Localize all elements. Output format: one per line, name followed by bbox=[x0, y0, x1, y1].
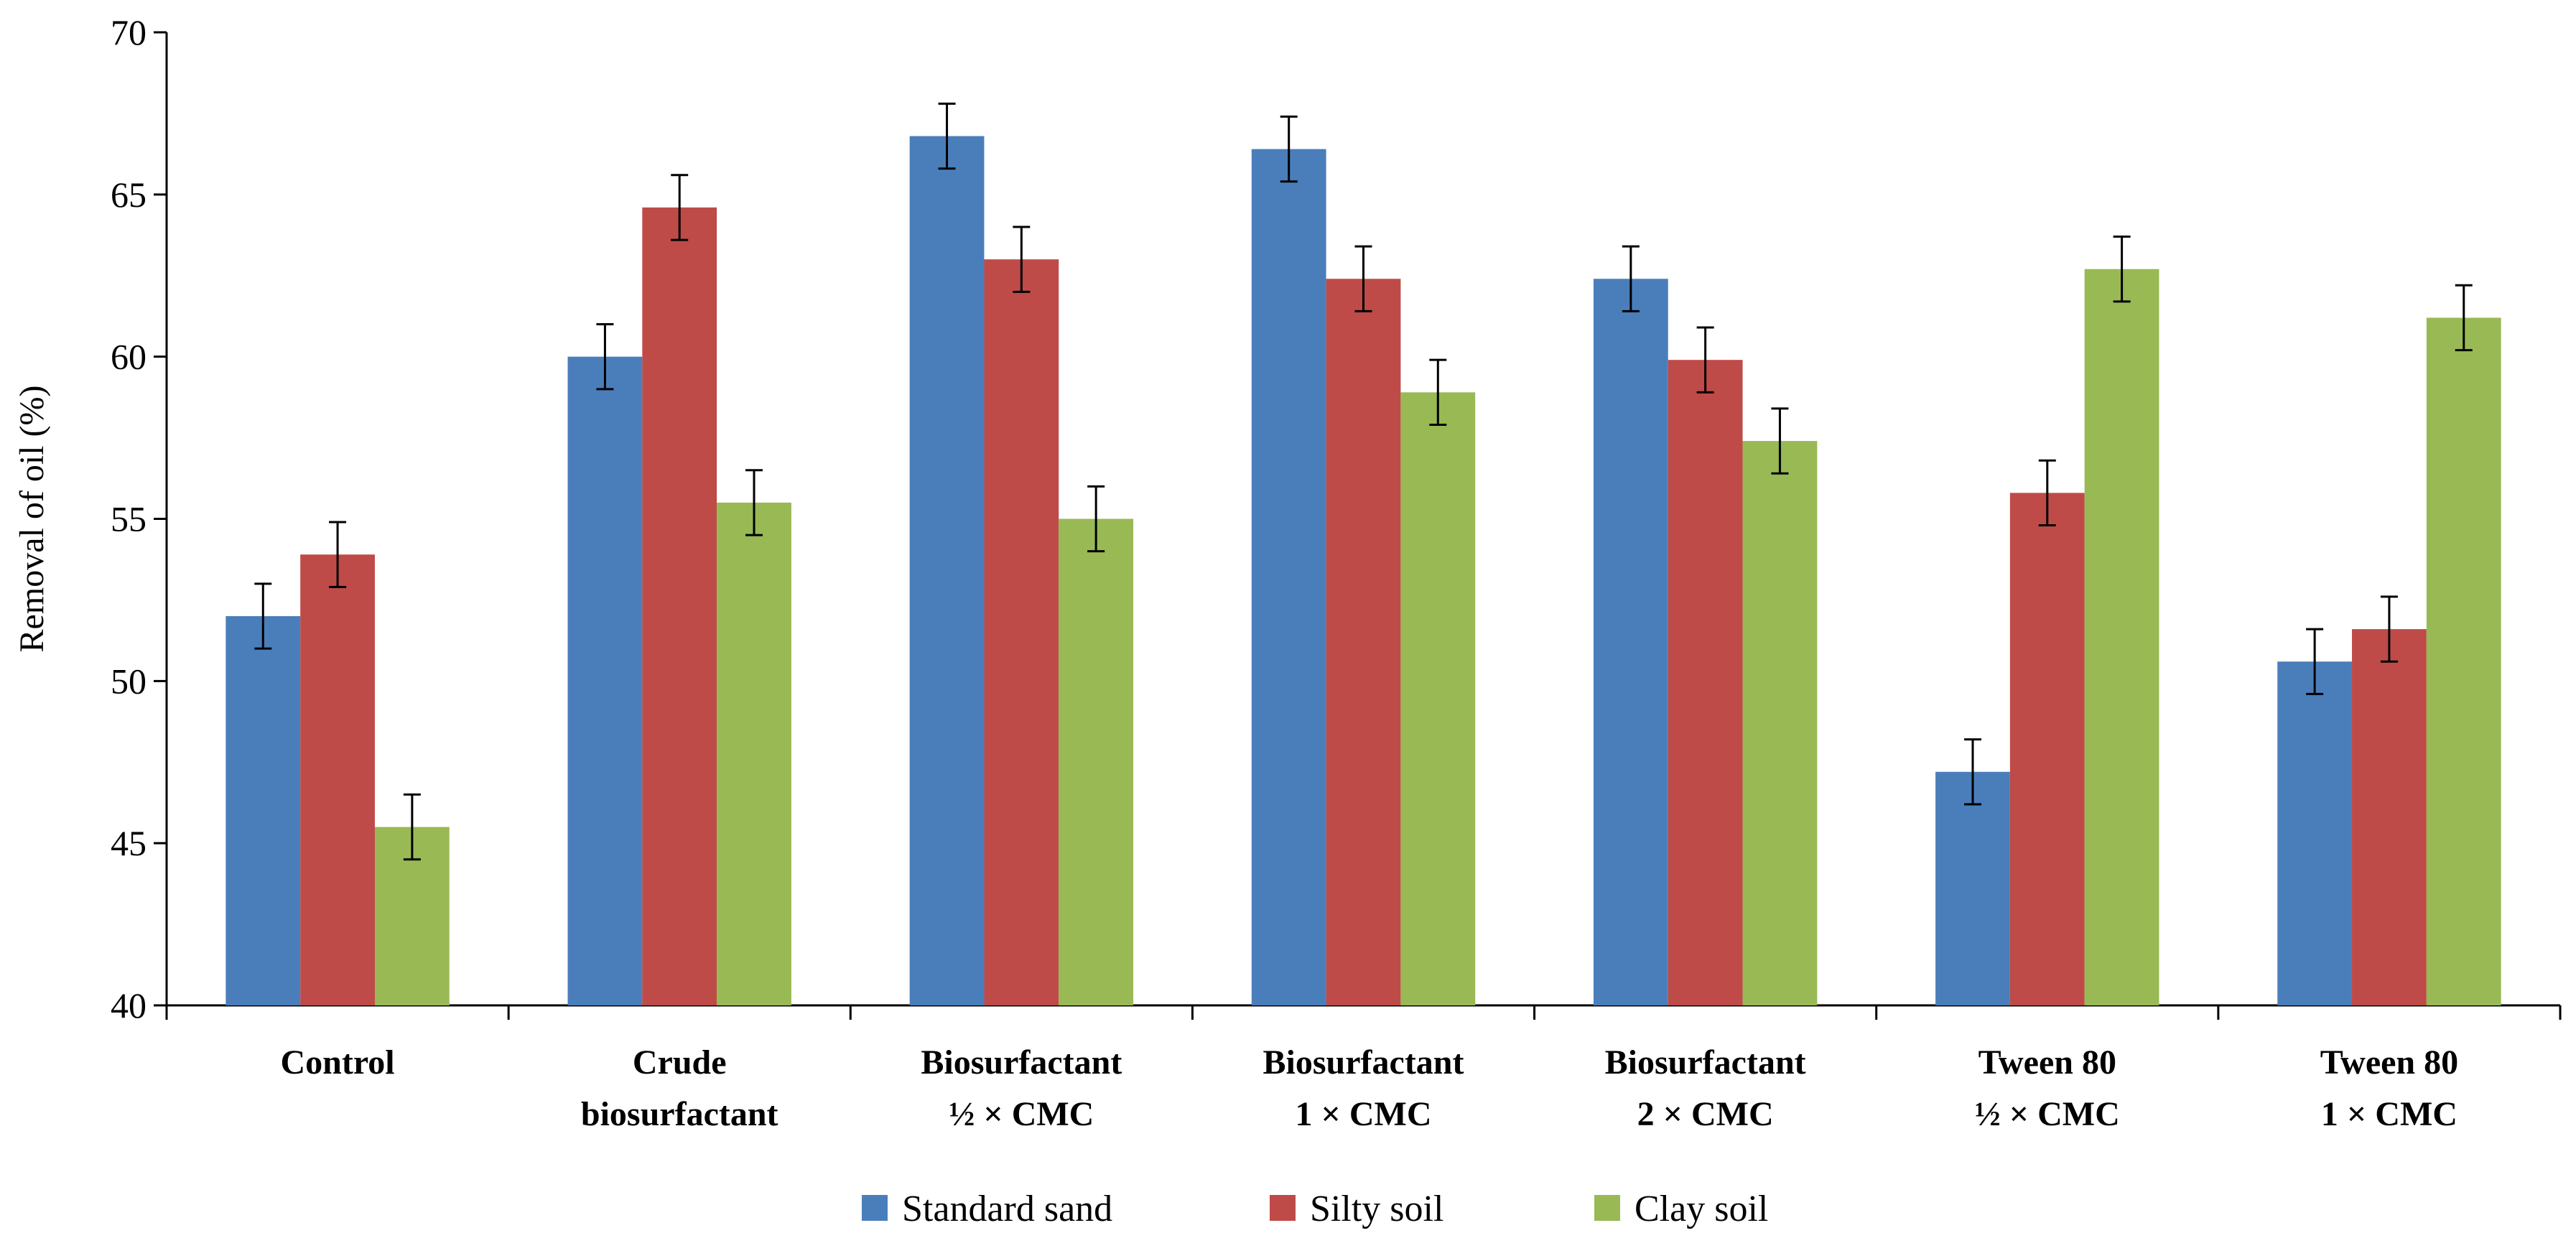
legend-label: Standard sand bbox=[902, 1188, 1112, 1229]
bar bbox=[984, 259, 1059, 1006]
bar bbox=[2277, 661, 2353, 1005]
bar bbox=[225, 616, 301, 1005]
category-labels: Control Crude biosurfactant Biosurfactant ½ … bbox=[281, 1043, 2459, 1133]
x-category-label: ½ × CMC bbox=[949, 1095, 1094, 1133]
y-tick-label: 60 bbox=[111, 337, 147, 377]
legend-label: Clay soil bbox=[1635, 1188, 1768, 1229]
bar bbox=[2352, 629, 2427, 1005]
x-category-label: Biosurfactant bbox=[1605, 1043, 1806, 1081]
x-category-label: 1 × CMC bbox=[1296, 1095, 1432, 1133]
bar bbox=[717, 502, 791, 1005]
x-category-label: Tween 80 bbox=[2320, 1043, 2458, 1081]
bar bbox=[567, 356, 643, 1006]
x-category-label: Control bbox=[281, 1043, 395, 1081]
bar bbox=[300, 554, 375, 1005]
bar bbox=[1400, 392, 1476, 1005]
legend: Standard sand Silty soil Clay soil bbox=[862, 1188, 1768, 1229]
bar bbox=[1593, 279, 1668, 1005]
bar-series-group bbox=[225, 136, 2501, 1006]
legend-swatch bbox=[1270, 1195, 1296, 1221]
x-category-label: Biosurfactant bbox=[1263, 1043, 1464, 1081]
legend-label: Silty soil bbox=[1310, 1188, 1443, 1229]
bar bbox=[1326, 279, 1401, 1005]
bar bbox=[1935, 771, 2010, 1005]
bar bbox=[1742, 441, 1818, 1005]
y-axis: 40 45 50 55 60 65 70 bbox=[111, 12, 168, 1025]
bar bbox=[1059, 518, 1134, 1005]
bar bbox=[1251, 149, 1326, 1006]
x-category-label: ½ × CMC bbox=[1975, 1095, 2120, 1133]
bar bbox=[2426, 317, 2501, 1005]
y-tick-label: 50 bbox=[111, 661, 147, 701]
y-tick-label: 45 bbox=[111, 823, 147, 863]
x-category-label: Crude bbox=[633, 1043, 727, 1081]
bar bbox=[642, 207, 717, 1005]
bar bbox=[909, 136, 985, 1006]
bar bbox=[2009, 493, 2085, 1005]
error-bar-group bbox=[254, 102, 2473, 861]
bar bbox=[1668, 360, 1743, 1005]
bar bbox=[2084, 269, 2159, 1005]
x-category-label: 2 × CMC bbox=[1637, 1095, 1774, 1133]
y-tick-label: 40 bbox=[111, 985, 147, 1025]
x-category-label: biosurfactant bbox=[581, 1095, 778, 1133]
y-tick-label: 55 bbox=[111, 499, 147, 539]
x-category-label: Tween 80 bbox=[1979, 1043, 2116, 1081]
y-tick-label: 70 bbox=[111, 12, 147, 52]
x-category-label: 1 × CMC bbox=[2321, 1095, 2458, 1133]
x-category-label: Biosurfactant bbox=[921, 1043, 1122, 1081]
y-tick-label: 65 bbox=[111, 175, 147, 215]
y-axis-title: Removal of oil (%) bbox=[13, 386, 51, 653]
x-axis bbox=[165, 1004, 2562, 1020]
legend-swatch bbox=[862, 1195, 888, 1221]
legend-swatch bbox=[1594, 1195, 1620, 1221]
